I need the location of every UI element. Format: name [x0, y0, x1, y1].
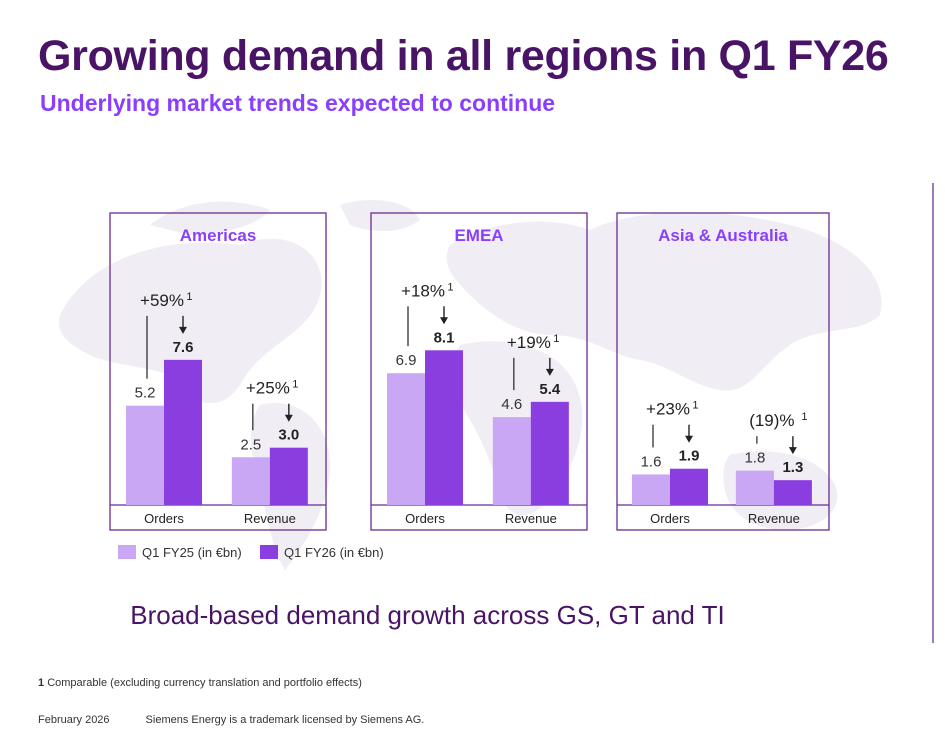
legend-swatch-q1fy25 [118, 545, 136, 559]
value-q1fy25-americas-orders: 5.2 [135, 385, 156, 402]
bar-q1fy26-americas-revenue [269, 447, 308, 505]
growth-label-americas-orders: +59% [140, 291, 184, 310]
tagline: Broad-based demand growth across GS, GT … [0, 600, 945, 631]
page-subtitle: Underlying market trends expected to con… [40, 90, 556, 116]
category-label-emea-revenue: Revenue [505, 511, 557, 526]
bar-q1fy25-emea-orders [387, 373, 425, 505]
panel-emea [370, 212, 588, 531]
growth-footnote-marker-asia-australia-orders: 1 [692, 400, 698, 412]
growth-arrow-head-emea-orders [440, 317, 448, 325]
growth-label-asia-australia-revenue: (19)% [749, 411, 794, 430]
category-label-americas-orders: Orders [144, 511, 184, 526]
growth-arrow-head-asia-australia-orders [685, 435, 693, 443]
bar-q1fy26-emea-revenue [530, 401, 569, 505]
growth-label-americas-revenue: +25% [246, 379, 290, 398]
page-title: Growing demand in all regions in Q1 FY26 [38, 32, 889, 80]
tagline-text: Broad-based demand growth across GS, GT … [130, 600, 725, 630]
growth-arrow-head-americas-revenue [284, 414, 293, 422]
value-q1fy26-emea-orders: 8.1 [434, 329, 455, 346]
legend-label-q1fy26: Q1 FY26 (in €bn) [284, 545, 384, 560]
value-q1fy25-asia-australia-orders: 1.6 [641, 453, 662, 470]
region-title-americas: Americas [180, 226, 257, 245]
legend-swatch-q1fy26 [260, 545, 278, 559]
footnote-text: Comparable (excluding currency translati… [47, 677, 362, 689]
bar-q1fy26-asia-australia-revenue [773, 480, 812, 505]
growth-footnote-marker-asia-australia-revenue: 1 [801, 411, 807, 423]
bar-q1fy26-americas-orders [164, 359, 202, 505]
footnote: 1 Comparable (excluding currency transla… [38, 677, 362, 689]
value-q1fy26-emea-revenue: 5.4 [539, 381, 561, 398]
region-title-emea: EMEA [454, 226, 503, 245]
value-q1fy26-americas-orders: 7.6 [173, 339, 194, 356]
growth-arrow-head-americas-orders [179, 326, 187, 334]
value-q1fy25-americas-revenue: 2.5 [240, 436, 261, 453]
right-divider-line [932, 183, 934, 643]
footer-date: February 2026 [38, 714, 110, 726]
growth-label-emea-orders: +18% [401, 281, 445, 300]
region-title-asia-australia: Asia & Australia [658, 226, 788, 245]
panel-asia-australia [616, 212, 830, 531]
bar-q1fy25-emea-revenue [492, 417, 531, 505]
growth-footnote-marker-americas-orders: 1 [186, 291, 192, 303]
bar-q1fy26-emea-orders [425, 350, 463, 505]
bar-q1fy26-asia-australia-orders [670, 468, 708, 505]
bar-q1fy25-americas-revenue [231, 457, 270, 505]
bar-q1fy25-americas-orders [126, 405, 164, 505]
value-q1fy26-americas-revenue: 3.0 [278, 427, 299, 444]
category-label-americas-revenue: Revenue [244, 511, 296, 526]
bar-q1fy25-asia-australia-orders [632, 474, 670, 505]
growth-arrow-head-asia-australia-revenue [788, 447, 797, 455]
growth-footnote-marker-emea-orders: 1 [447, 281, 453, 293]
value-q1fy26-asia-australia-orders: 1.9 [679, 448, 700, 465]
footer: February 2026 Siemens Energy is a tradema… [38, 714, 424, 726]
value-q1fy26-asia-australia-revenue: 1.3 [782, 459, 803, 476]
value-q1fy25-asia-australia-revenue: 1.8 [744, 450, 765, 467]
growth-footnote-marker-emea-revenue: 1 [553, 333, 559, 345]
footer-disclaimer: Siemens Energy is a trademark licensed b… [145, 714, 425, 726]
growth-arrow-head-emea-revenue [545, 368, 554, 376]
category-label-emea-orders: Orders [405, 511, 445, 526]
category-label-asia-australia-revenue: Revenue [748, 511, 800, 526]
growth-footnote-marker-americas-revenue: 1 [292, 379, 298, 391]
value-q1fy25-emea-orders: 6.9 [396, 352, 417, 369]
growth-label-asia-australia-orders: +23% [646, 400, 690, 419]
growth-label-emea-revenue: +19% [507, 333, 551, 352]
legend-label-q1fy25: Q1 FY25 (in €bn) [142, 545, 242, 560]
value-q1fy25-emea-revenue: 4.6 [501, 396, 522, 413]
panel-americas [109, 212, 327, 531]
category-label-asia-australia-orders: Orders [650, 511, 690, 526]
footnote-marker: 1 [38, 677, 45, 689]
bar-q1fy25-asia-australia-revenue [735, 470, 774, 505]
